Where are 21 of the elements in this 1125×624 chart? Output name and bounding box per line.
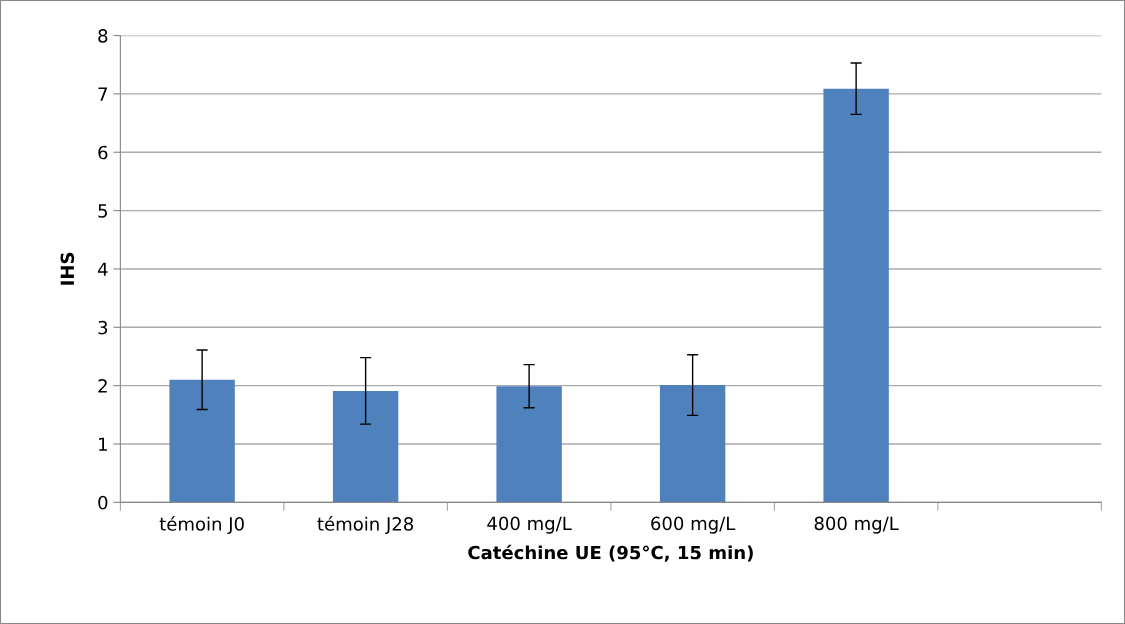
bar [169, 379, 235, 503]
x-tick-label: 800 mg/L [814, 516, 899, 534]
y-tick-label: 4 [97, 262, 108, 276]
bar [496, 386, 562, 503]
y-tick-label: 7 [98, 87, 108, 101]
y-tick-label: 1 [99, 437, 107, 451]
y-tick-label: 8 [98, 29, 108, 43]
y-tick-label: 6 [98, 145, 108, 160]
y-tick-label: 0 [98, 495, 108, 510]
x-tick-label: 600 mg/L [651, 516, 736, 534]
y-axis-title: IHS [60, 252, 75, 285]
y-tick-label: 2 [98, 379, 107, 393]
x-tick-label: 400 mg/L [487, 516, 572, 534]
bar [332, 390, 399, 503]
y-tick-label: 3 [98, 320, 108, 335]
x-axis-title: Catéchine UE (95°C, 15 min) [468, 544, 753, 562]
x-tick-label: témoin J0 [159, 516, 244, 535]
bar [823, 88, 889, 503]
x-tick-label: témoin J28 [317, 516, 414, 535]
y-tick-label: 5 [98, 204, 107, 218]
bar [659, 385, 726, 503]
